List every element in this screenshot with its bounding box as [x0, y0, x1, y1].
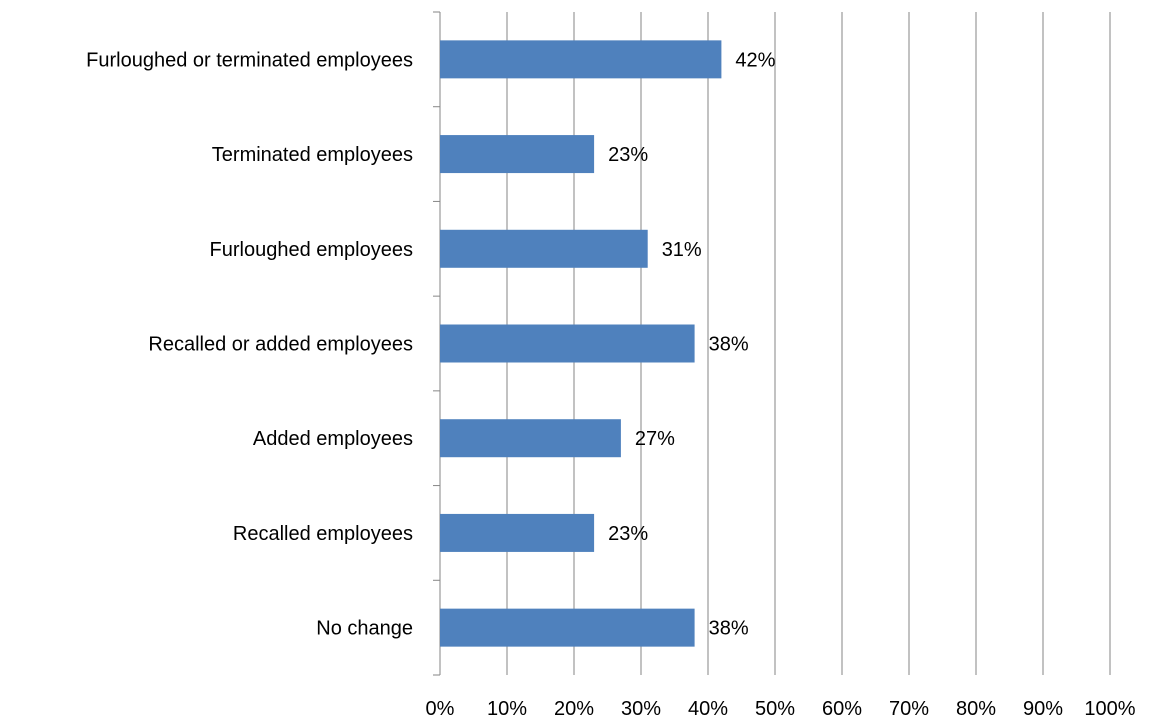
data-label: 31%: [662, 239, 702, 261]
data-labels: 42% 23% 31% 38% 27% 23% 38%: [608, 49, 776, 639]
data-label: 38%: [709, 618, 749, 640]
gridlines: [506, 12, 1111, 675]
category-label: Recalled employees: [233, 523, 413, 545]
x-tick-label: 60%: [822, 698, 862, 720]
category-label: Recalled or added employees: [148, 334, 413, 356]
category-label: Furloughed or terminated employees: [86, 49, 413, 71]
category-label: Added employees: [253, 428, 413, 450]
bar: [440, 135, 595, 174]
x-tick-label: 80%: [956, 698, 996, 720]
data-label: 27%: [635, 428, 675, 450]
x-tick-labels: 0% 10% 20% 30% 40% 50% 60% 70% 80% 90% 100%: [426, 698, 1136, 720]
bar: [440, 324, 695, 363]
data-label: 23%: [608, 523, 648, 545]
x-tick-label: 20%: [554, 698, 594, 720]
bar: [440, 608, 695, 647]
data-label: 38%: [709, 334, 749, 356]
x-tick-label: 30%: [621, 698, 661, 720]
x-tick-label: 40%: [688, 698, 728, 720]
x-tick-label: 50%: [755, 698, 795, 720]
y-axis: [433, 11, 441, 676]
x-tick-label: 70%: [889, 698, 929, 720]
category-label: Furloughed employees: [210, 239, 413, 261]
x-tick-label: 90%: [1023, 698, 1063, 720]
x-tick-label: 10%: [487, 698, 527, 720]
category-label: No change: [316, 618, 413, 640]
data-label: 23%: [608, 144, 648, 166]
bar: [440, 40, 722, 79]
bars: [440, 40, 722, 647]
bar: [440, 229, 648, 268]
category-label: Terminated employees: [212, 144, 413, 166]
data-label: 42%: [735, 49, 775, 71]
x-tick-label: 0%: [426, 698, 455, 720]
bar: [440, 419, 621, 458]
bar: [440, 513, 595, 552]
category-labels: Furloughed or terminated employees Termin…: [86, 49, 413, 639]
x-tick-label: 100%: [1084, 698, 1135, 720]
